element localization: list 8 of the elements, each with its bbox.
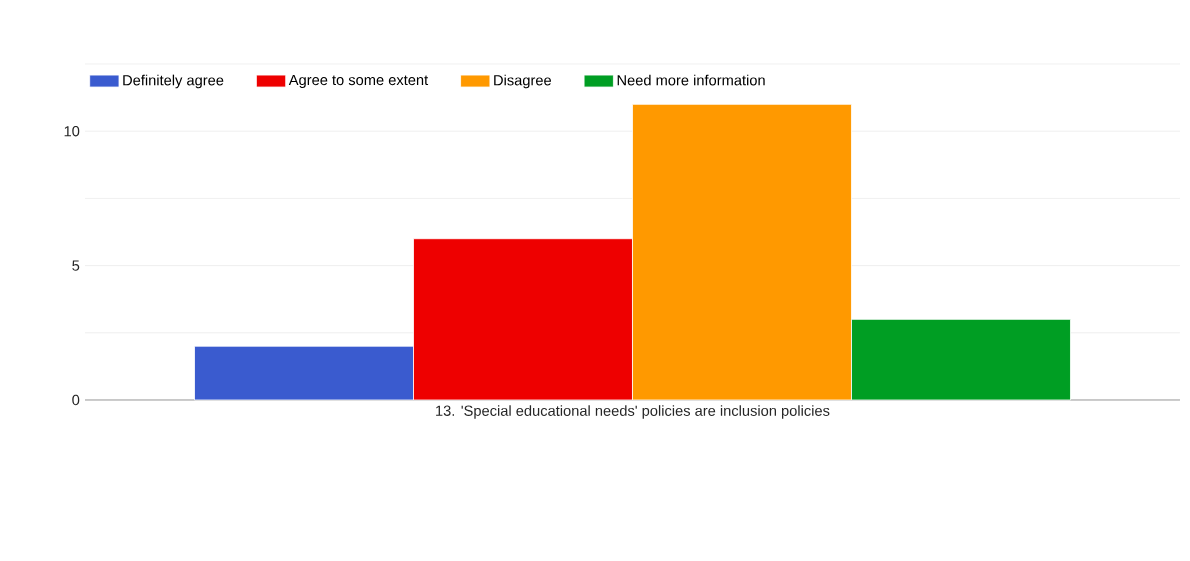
x-tick-label: 13. 'Special educational needs' policies are inclusion policies bbox=[436, 405, 830, 419]
y-tick-label: 0 bbox=[72, 394, 80, 406]
legend-label: Agree to some extent bbox=[288, 74, 429, 89]
y-tick-label: 10 bbox=[64, 126, 80, 137]
y-tick-label: 5 bbox=[72, 260, 80, 271]
legend-label: Disagree bbox=[494, 74, 552, 89]
legend-label: Definitely agree bbox=[123, 74, 224, 89]
legend-label: Need more information bbox=[617, 74, 765, 86]
